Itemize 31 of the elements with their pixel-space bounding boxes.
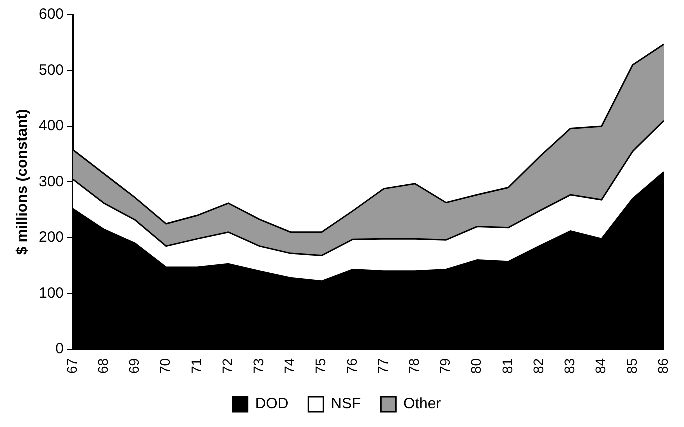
x-tick-label: 77	[374, 358, 391, 374]
x-tick-label: 69	[126, 358, 142, 374]
x-tick-label: 74	[282, 358, 298, 374]
x-tick-label: 81	[499, 358, 516, 374]
x-tick-label: 83	[562, 358, 578, 374]
y-axis-title: $ millions (constant)	[14, 109, 32, 256]
x-tick-label: 68	[94, 358, 111, 374]
legend-label: DOD	[255, 396, 289, 413]
x-tick-label: 86	[654, 358, 671, 374]
y-tick-label: 100	[38, 284, 64, 302]
x-tick-label: 67	[64, 358, 80, 374]
y-tick-label: 0	[56, 340, 64, 358]
x-tick-label: 79	[437, 358, 454, 374]
legend-label: Other	[404, 396, 442, 413]
x-tick-label: 71	[188, 358, 204, 374]
y-tick-label: 600	[38, 6, 64, 24]
x-tick-label: 75	[312, 358, 329, 374]
x-tick-label: 80	[468, 358, 484, 374]
x-tick-label: 78	[406, 358, 422, 374]
x-tick-label: 84	[592, 358, 609, 374]
y-tick-label: 500	[38, 62, 64, 79]
y-tick-label: 200	[38, 229, 64, 246]
x-tick-label: 70	[157, 358, 174, 374]
y-tick-label: 400	[38, 118, 64, 135]
x-tick-label: 76	[344, 358, 360, 374]
y-tick-label: 300	[38, 173, 64, 190]
x-tick-label: 72	[219, 358, 236, 374]
legend-label: NSF	[331, 396, 362, 413]
x-tick-label: 82	[530, 358, 546, 374]
x-tick-label: 73	[250, 358, 267, 374]
x-tick-label: 85	[624, 358, 640, 374]
